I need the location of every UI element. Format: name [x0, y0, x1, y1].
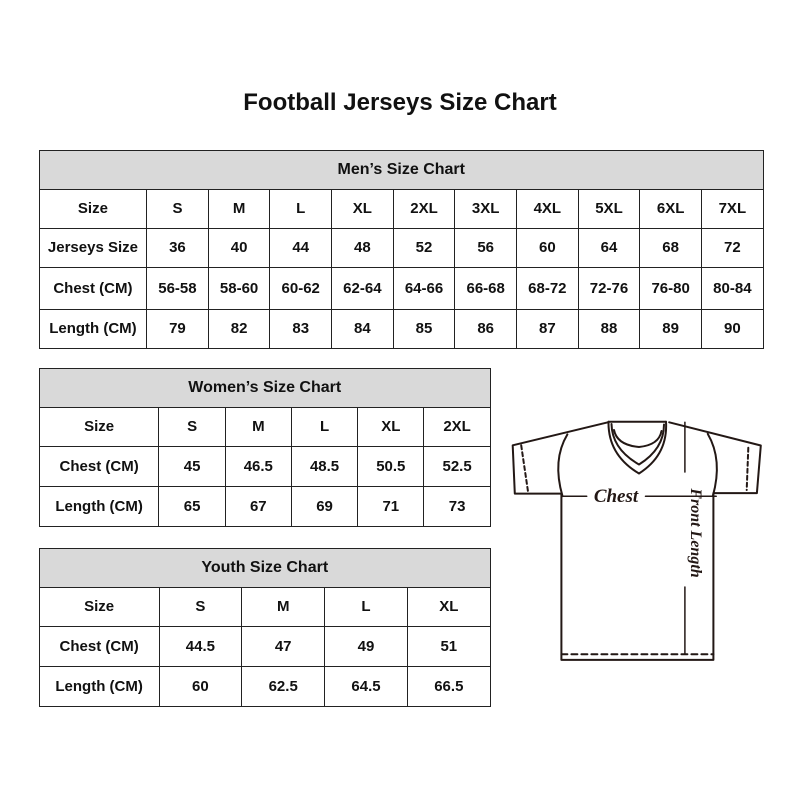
svg-text:Front Length: Front Length — [687, 487, 704, 577]
svg-text:Chest: Chest — [594, 486, 639, 507]
